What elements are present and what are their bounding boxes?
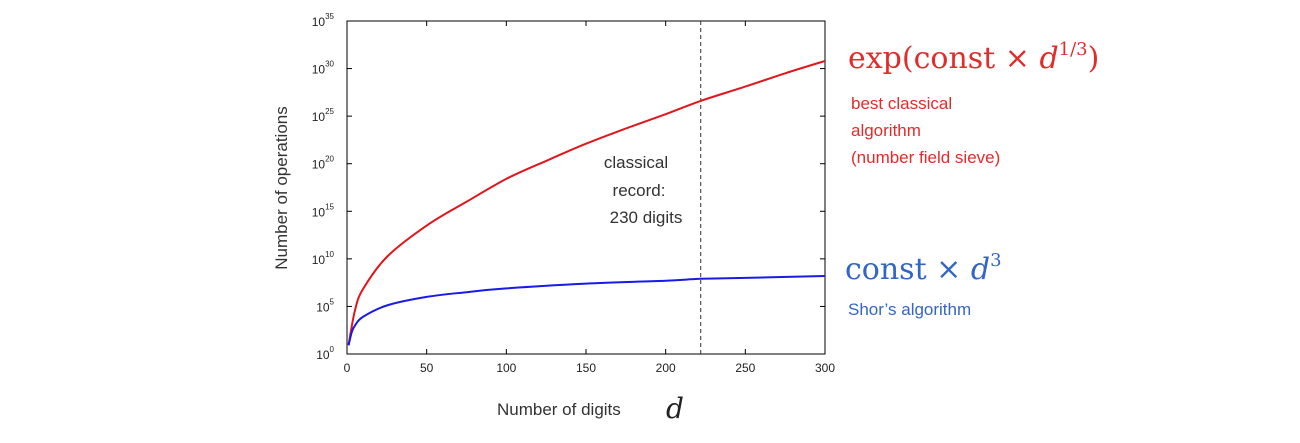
record-label-line1: classical <box>604 153 668 172</box>
series-line-red <box>347 60 826 345</box>
x-axis-label-variable: d <box>666 392 684 425</box>
red-formula-exponent: 1/3 <box>1059 39 1088 60</box>
axis-ticks <box>346 20 826 355</box>
red-formula-open: exp(const × <box>848 41 1039 76</box>
x-tick-label: 150 <box>576 361 596 375</box>
plot-frame <box>346 20 826 355</box>
blue-formula-open: const × <box>845 252 971 287</box>
y-tick-label: 1030 <box>312 60 335 77</box>
x-tick-label: 100 <box>496 361 516 375</box>
record-label-line3: 230 digits <box>610 208 683 227</box>
axis-tick-labels: 0 50 100 150 200 250 300 100 105 1010 1015 1020 1025… <box>312 12 836 375</box>
blue-formula: const × d3 <box>845 250 1002 287</box>
red-formula: exp(const × d1/3) <box>848 39 1099 76</box>
record-label-line2: record: <box>613 181 666 200</box>
x-tick-label: 0 <box>344 361 351 375</box>
series-line-blue <box>347 275 826 346</box>
blue-caption: Shor’s algorithm <box>848 300 971 319</box>
y-tick-label: 1035 <box>312 12 335 29</box>
red-caption-line1: best classical <box>851 94 952 113</box>
y-tick-label: 1015 <box>312 202 335 219</box>
blue-formula-var: d <box>971 252 990 287</box>
blue-formula-exponent: 3 <box>990 250 1001 271</box>
y-tick-label: 105 <box>316 297 334 314</box>
red-formula-close: ) <box>1088 41 1100 76</box>
x-tick-label: 250 <box>735 361 755 375</box>
y-tick-label: 100 <box>316 345 334 362</box>
red-caption-line3: (number field sieve) <box>851 148 1000 167</box>
y-tick-label: 1010 <box>312 250 335 267</box>
red-caption-line2: algorithm <box>851 121 921 140</box>
x-tick-label: 300 <box>815 361 835 375</box>
x-tick-label: 200 <box>656 361 676 375</box>
y-axis-label: Number of operations <box>272 106 291 269</box>
y-tick-label: 1020 <box>312 155 335 172</box>
y-tick-label: 1025 <box>312 107 335 124</box>
red-formula-var: d <box>1039 41 1058 76</box>
x-axis-label: Number of digits <box>497 400 621 419</box>
x-tick-label: 50 <box>420 361 434 375</box>
